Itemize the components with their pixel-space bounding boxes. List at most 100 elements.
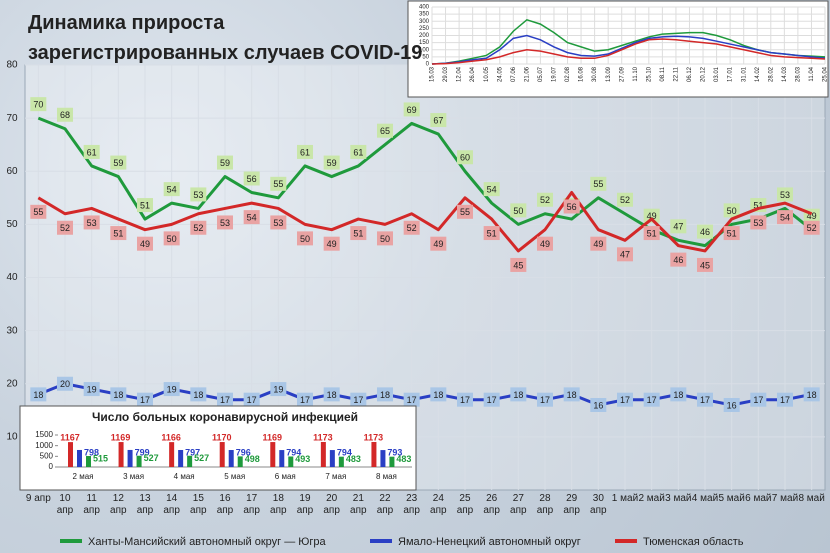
x-tick-label: 8 мая <box>376 472 397 481</box>
data-label: 17 <box>753 395 763 405</box>
x-tick-label: 27 апр <box>510 493 527 516</box>
data-label: 50 <box>300 234 310 244</box>
data-label: 59 <box>220 158 230 168</box>
data-label-box <box>403 392 420 407</box>
data-label: 483 <box>396 454 411 464</box>
data-label: 54 <box>247 213 257 223</box>
data-label: 797 <box>185 447 200 457</box>
x-tick-label: 6 мая <box>275 472 296 481</box>
x-tick-label: 14.02 <box>755 66 761 82</box>
data-label: 483 <box>346 454 361 464</box>
x-tick-label: 2 мая <box>73 472 94 481</box>
bar <box>169 442 175 467</box>
data-label-box <box>83 215 100 230</box>
data-label: 18 <box>567 390 577 400</box>
data-label: 51 <box>647 228 657 238</box>
data-label: 17 <box>140 395 150 405</box>
bar <box>270 442 276 467</box>
data-label: 17 <box>247 395 257 405</box>
data-label-box <box>803 220 820 235</box>
data-label: 794 <box>286 447 301 457</box>
x-tick-label: 18 апр <box>270 493 287 516</box>
data-label: 17 <box>220 395 230 405</box>
data-label: 18 <box>33 390 43 400</box>
data-label-box <box>110 226 127 241</box>
data-label: 47 <box>620 250 630 260</box>
data-label: 527 <box>194 453 209 463</box>
data-label: 1173 <box>364 432 384 442</box>
data-label-box <box>457 150 473 165</box>
x-tick-label: 16.08 <box>579 66 585 82</box>
series-line <box>37 116 813 248</box>
data-label: 45 <box>700 260 710 270</box>
data-label: 18 <box>807 390 817 400</box>
x-tick-label: 29 апр <box>563 493 580 516</box>
x-tick-label: 26 апр <box>483 493 500 516</box>
data-label-box <box>403 220 420 235</box>
x-tick-label: 12.04 <box>457 66 463 82</box>
x-tick-label: 19.07 <box>552 66 558 82</box>
data-label-box <box>190 387 207 402</box>
data-label: 50 <box>167 234 177 244</box>
data-label-box <box>430 113 447 128</box>
data-label: 61 <box>353 147 363 157</box>
x-tick-label: 6 май <box>745 493 772 504</box>
data-label-box <box>643 208 660 223</box>
data-label: 59 <box>113 158 123 168</box>
data-label: 52 <box>540 195 550 205</box>
data-label: 17 <box>620 395 630 405</box>
x-tick-label: 24 апр <box>430 493 447 516</box>
data-label: 53 <box>273 218 283 228</box>
x-tick-label: 8 май <box>798 493 825 504</box>
data-label: 54 <box>487 185 497 195</box>
bar <box>338 456 344 467</box>
data-label-box <box>377 231 393 246</box>
data-label-box <box>617 192 633 207</box>
bar <box>329 450 335 467</box>
data-label: 18 <box>327 390 337 400</box>
data-label: 70 <box>33 100 43 110</box>
data-label: 67 <box>433 115 443 125</box>
data-label: 53 <box>87 218 97 228</box>
x-tick-label: 14.03 <box>782 66 788 82</box>
data-label: 17 <box>460 395 470 405</box>
bar <box>371 441 377 467</box>
x-tick-label: 17.01 <box>728 66 734 82</box>
data-label-box <box>430 236 447 251</box>
data-label: 20 <box>60 379 70 389</box>
data-label: 69 <box>407 105 417 115</box>
data-label-box <box>163 382 180 397</box>
data-label-box <box>243 392 260 407</box>
data-label: 46 <box>673 255 683 265</box>
data-label: 55 <box>460 207 470 217</box>
data-label-box <box>483 226 500 241</box>
data-label: 50 <box>727 206 737 216</box>
data-label: 51 <box>727 228 737 238</box>
data-label-box <box>403 102 420 117</box>
y-tick-label: 40 <box>6 272 18 283</box>
data-label-box <box>697 257 713 272</box>
data-label-box <box>83 382 100 397</box>
y-tick-label: 0 <box>49 462 54 471</box>
x-tick-label: 3 мая <box>123 472 144 481</box>
data-label-box <box>483 392 500 407</box>
data-label-box <box>110 387 127 402</box>
data-label-box <box>697 392 713 407</box>
data-label-box <box>323 155 340 170</box>
data-label: 56 <box>567 202 577 212</box>
data-label-box <box>510 203 527 218</box>
x-tick-label: 20.12 <box>701 66 707 82</box>
data-label: 49 <box>593 239 603 249</box>
data-label-box <box>723 398 740 412</box>
data-label: 1167 <box>60 432 80 442</box>
bar <box>178 449 184 467</box>
data-label: 51 <box>487 228 497 238</box>
bar <box>320 441 326 467</box>
data-label: 19 <box>273 384 283 394</box>
data-label: 798 <box>84 447 99 457</box>
data-label: 68 <box>60 110 70 120</box>
y-tick-label: 60 <box>6 166 18 177</box>
data-label: 18 <box>673 390 683 400</box>
x-tick-label: 20 апр <box>323 493 340 516</box>
x-tick-label: 25.10 <box>646 66 652 82</box>
